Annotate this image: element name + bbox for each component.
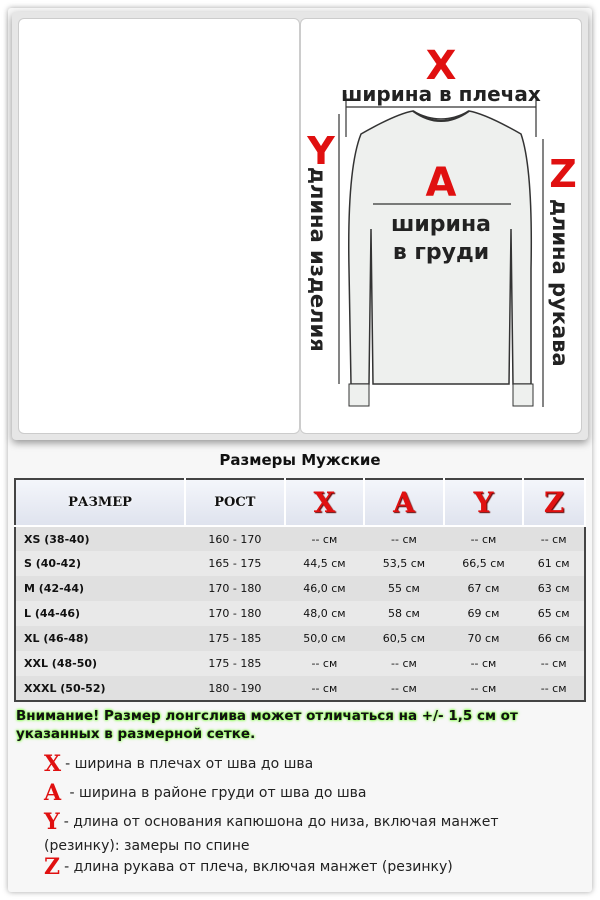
table-cell: 165 - 175 (208, 557, 262, 570)
product-image-placeholder[interactable] (18, 18, 300, 434)
table-cell: M (42-44) (15, 576, 186, 601)
header-z: Z (523, 479, 586, 527)
legend-text: - ширина в районе груди от шва до шва (65, 785, 367, 801)
table-row: XXXL (50-52) 180 - 190 -- см -- см -- см -- с… (15, 676, 585, 701)
table-row: L (44-46) 170 - 180 48,0 см 58 см 69 см 65 см (15, 601, 585, 626)
header-x: X (284, 479, 366, 527)
table-cell: S (40-42) (24, 557, 81, 570)
table-cell: 180 - 190 (185, 676, 285, 701)
table-cell: 170 - 180 (208, 607, 262, 620)
legend-text: - длина рукава от плеча, включая манжет … (64, 859, 453, 875)
x-label: ширина в плечах (341, 82, 541, 106)
table-cell: 65 см (537, 607, 570, 620)
z-label: длина рукава (548, 199, 572, 367)
table-cell: 69 см (467, 607, 500, 620)
warning-text: Внимание! Размер лонгслива может отличат… (16, 708, 518, 742)
table-cell: XXXL (50-52) (15, 676, 186, 701)
table-cell: -- см (523, 526, 585, 551)
image-gallery: X ширина в плечах A ширина в груди Y дли… (12, 12, 588, 440)
table-cell: 46,0 см (284, 576, 365, 601)
a-label-1: ширина (391, 212, 491, 237)
table-cell: -- см (470, 657, 497, 670)
sweatshirt-diagram: X ширина в плечах A ширина в груди Y дли… (306, 43, 577, 407)
table-cell: 175 - 185 (185, 626, 285, 651)
table-cell: 53,5 см (382, 557, 426, 570)
header-height: РОСТ (185, 479, 286, 527)
header-size: РАЗМЕР (15, 479, 187, 527)
table-cell: -- см (443, 676, 524, 701)
table-cell: 55 см (364, 576, 444, 601)
table-cell: -- см (311, 657, 338, 670)
table-cell: 44,5 см (303, 557, 346, 570)
table-cell: 160 - 170 (185, 526, 285, 551)
table-cell: -- см (391, 657, 417, 670)
table-cell: 61 см (537, 557, 570, 570)
table-cell: -- см (364, 526, 444, 551)
legend-item-z: Z- длина рукава от плеча, включая манжет… (44, 855, 453, 879)
table-cell: XL (46-48) (15, 626, 186, 651)
y-label: длина изделия (306, 167, 330, 352)
table-cell: -- см (284, 526, 365, 551)
table-cell: 50,0 см (284, 626, 365, 651)
table-cell: 58 см (388, 607, 420, 620)
a-marker: A (426, 160, 457, 206)
table-cell: -- см (523, 676, 585, 701)
table-cell: 66,5 см (462, 557, 505, 570)
table-cell: -- см (443, 526, 524, 551)
table-cell: -- см (364, 676, 444, 701)
header-y: Y (443, 479, 525, 527)
size-table: РАЗМЕР РОСТ X A Y Z XS (38-40) 160 - 170-… (14, 478, 586, 702)
table-row: XS (38-40) 160 - 170 -- см -- см -- см -- см (15, 526, 585, 551)
table-row: XXL (48-50) 175 - 185 -- см -- см -- см -- см (15, 651, 585, 676)
table-row: XL (46-48) 175 - 185 50,0 см 60,5 см 70 см 66… (15, 626, 585, 651)
table-cell: -- см (284, 676, 365, 701)
legend-text: - длина от основания капюшона до низа, в… (44, 814, 499, 854)
header-a: A (364, 479, 445, 527)
legend-item-a: A - ширина в районе груди от шва до шва (44, 781, 367, 805)
table-cell: 170 - 180 (185, 576, 285, 601)
x-marker: X (426, 43, 457, 89)
table-cell: 48,0 см (303, 607, 346, 620)
section-title: Размеры Мужские (219, 451, 381, 469)
table-cell: 60,5 см (364, 626, 444, 651)
table-cell: 70 см (443, 626, 524, 651)
legend-item-y: Y- длина от основания капюшона до низа, … (44, 810, 544, 858)
size-diagram-image[interactable]: X ширина в плечах A ширина в груди Y дли… (300, 18, 582, 434)
table-cell: 67 см (443, 576, 524, 601)
table-header-row: РАЗМЕР РОСТ X A Y Z (15, 479, 586, 527)
table-cell: 175 - 185 (208, 657, 262, 670)
table-cell: -- см (540, 657, 567, 670)
table-row: M (42-44) 170 - 180 46,0 см 55 см 67 см 63 см (15, 576, 585, 601)
a-label-2: в груди (393, 240, 489, 265)
legend-letter: X (44, 751, 62, 777)
table-row: S (40-42) 165 - 175 44,5 см 53,5 см 66,5 см 6… (15, 551, 585, 576)
table-cell: XXL (48-50) (24, 657, 98, 670)
z-marker: Z (549, 152, 577, 196)
table-cell: 63 см (523, 576, 585, 601)
legend-text: - ширина в плечах от шва до шва (65, 756, 314, 772)
legend-letter: Z (44, 854, 61, 880)
table-cell: XS (38-40) (15, 526, 186, 551)
legend-letter: A (44, 780, 62, 806)
legend-letter: Y (44, 809, 60, 835)
table-cell: 66 см (523, 626, 585, 651)
y-marker: Y (306, 129, 335, 173)
legend-item-x: X- ширина в плечах от шва до шва (44, 752, 313, 776)
table-cell: L (44-46) (24, 607, 81, 620)
